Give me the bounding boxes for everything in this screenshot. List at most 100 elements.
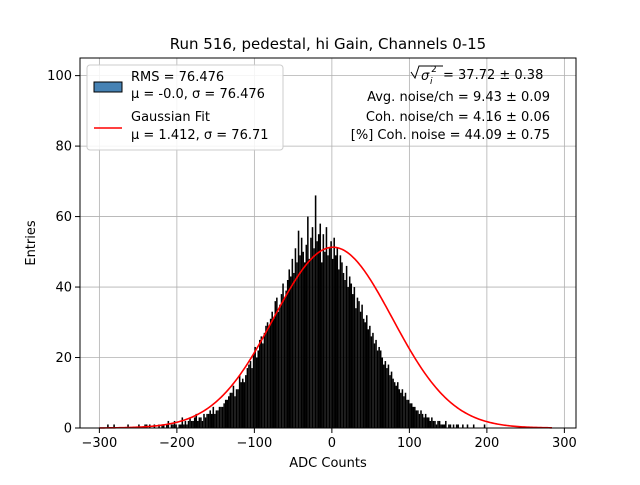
y-tick-label: 60 [55, 210, 72, 225]
histogram-bar [417, 410, 419, 428]
histogram-bar [355, 308, 357, 428]
legend: RMS = 76.476 μ = -0.0, σ = 76.476 Gaussi… [86, 64, 284, 151]
x-tick-label: −200 [159, 436, 195, 451]
histogram-bar [483, 424, 486, 428]
histogram-bar [387, 364, 390, 428]
histogram-bar [313, 248, 315, 428]
histogram-bar [218, 406, 221, 428]
histogram-bar [410, 403, 413, 428]
histogram-bar [228, 396, 230, 428]
histogram-bar [223, 403, 225, 428]
histogram-bar [166, 424, 168, 428]
histogram-bar [365, 315, 368, 428]
histogram-bar [277, 311, 280, 428]
histogram-bar [162, 424, 165, 428]
legend-fit-label: Gaussian Fit [131, 110, 210, 125]
histogram-bar [286, 280, 289, 428]
x-tick-label: 0 [328, 436, 336, 451]
histogram-bar [327, 255, 329, 428]
histogram-bar [279, 304, 281, 428]
histogram-bar [412, 406, 415, 428]
histogram-bar [432, 420, 435, 428]
histogram-bar [359, 311, 362, 428]
histogram-bar [234, 396, 236, 428]
histogram-bar [259, 339, 261, 428]
histogram-bar [427, 417, 430, 428]
histogram-bar [322, 234, 325, 428]
histogram-bar [206, 413, 208, 428]
histogram-bar [457, 424, 459, 428]
histogram-bar [434, 420, 436, 428]
histogram-bar [290, 276, 292, 428]
histogram-bar [204, 417, 207, 428]
histogram-bar [184, 420, 187, 428]
histogram-bar [333, 237, 335, 428]
histogram-bar [348, 276, 351, 428]
histogram-bar [262, 343, 264, 428]
histogram-bar [220, 406, 222, 428]
legend-box [86, 64, 284, 151]
x-tick-label: −300 [82, 436, 118, 451]
histogram-bar [187, 420, 190, 428]
histogram-bar [240, 382, 242, 428]
noise-annotations: σ i 2 = 37.72 ± 0.38 Avg. noise/ch = 9.4… [351, 65, 550, 143]
histogram-bar [396, 382, 399, 428]
histogram-bar [311, 227, 314, 428]
histogram-bar [245, 375, 247, 428]
histogram-bar [241, 378, 244, 428]
histogram-bar [266, 322, 269, 428]
histogram-bar [336, 248, 339, 428]
histogram-bar [438, 420, 441, 428]
histogram-bar [424, 413, 427, 428]
histogram-bar [389, 375, 391, 428]
plot-frame [79, 57, 577, 429]
histogram-bar [127, 424, 129, 428]
histogram-bar [372, 332, 374, 428]
histogram-bar [302, 251, 304, 428]
x-tick-label: 100 [397, 436, 422, 451]
histogram-bar [255, 357, 258, 428]
histogram-bar [415, 410, 418, 428]
histogram-bar [462, 424, 464, 428]
x-tick-label: 300 [552, 436, 577, 451]
histogram-bar [186, 424, 188, 428]
chart-title: Run 516, pedestal, hi Gain, Channels 0-1… [170, 35, 486, 53]
histogram-bar [401, 389, 404, 428]
histogram-bar [409, 403, 411, 428]
gaussian-fit-line [99, 246, 552, 429]
histogram-bar [252, 354, 255, 428]
coherent-sigma-value: = 37.72 ± 0.38 [443, 68, 543, 83]
histogram-bar [358, 301, 360, 428]
sqrt-symbol [410, 65, 443, 80]
histogram-bar [192, 420, 194, 428]
histogram-bar [429, 420, 432, 428]
histogram-bar [300, 237, 303, 428]
histogram-bar [334, 255, 337, 428]
histogram-bar [303, 262, 306, 428]
histogram-bar [243, 382, 246, 428]
histogram-bar [274, 301, 277, 428]
histogram-bar [342, 272, 345, 428]
histogram-bar [170, 424, 173, 428]
x-tick-label: 200 [474, 436, 499, 451]
histogram-bar [201, 420, 204, 428]
histogram-bar [195, 413, 198, 428]
histogram-bar [347, 287, 349, 428]
histogram-bar [443, 424, 446, 428]
histogram-bar [440, 424, 442, 428]
histogram-bar [441, 424, 444, 428]
coh-noise-annotation: Coh. noise/ch = 4.16 ± 0.06 [366, 110, 550, 125]
pct-coh-noise-annotation: [%] Coh. noise = 44.09 ± 0.75 [351, 128, 550, 143]
histogram-bar [466, 424, 469, 428]
histogram-bar [367, 329, 370, 428]
histogram-bar [400, 392, 402, 428]
histogram-bar [373, 343, 376, 428]
histogram-bar [293, 272, 295, 428]
histogram-bar [283, 297, 286, 428]
histogram-bar [294, 248, 297, 428]
histogram-bar [423, 417, 425, 428]
histogram-bar [445, 420, 447, 428]
histogram-bar [248, 364, 250, 428]
histogram-bar [299, 255, 301, 428]
histogram-bar [291, 258, 294, 428]
